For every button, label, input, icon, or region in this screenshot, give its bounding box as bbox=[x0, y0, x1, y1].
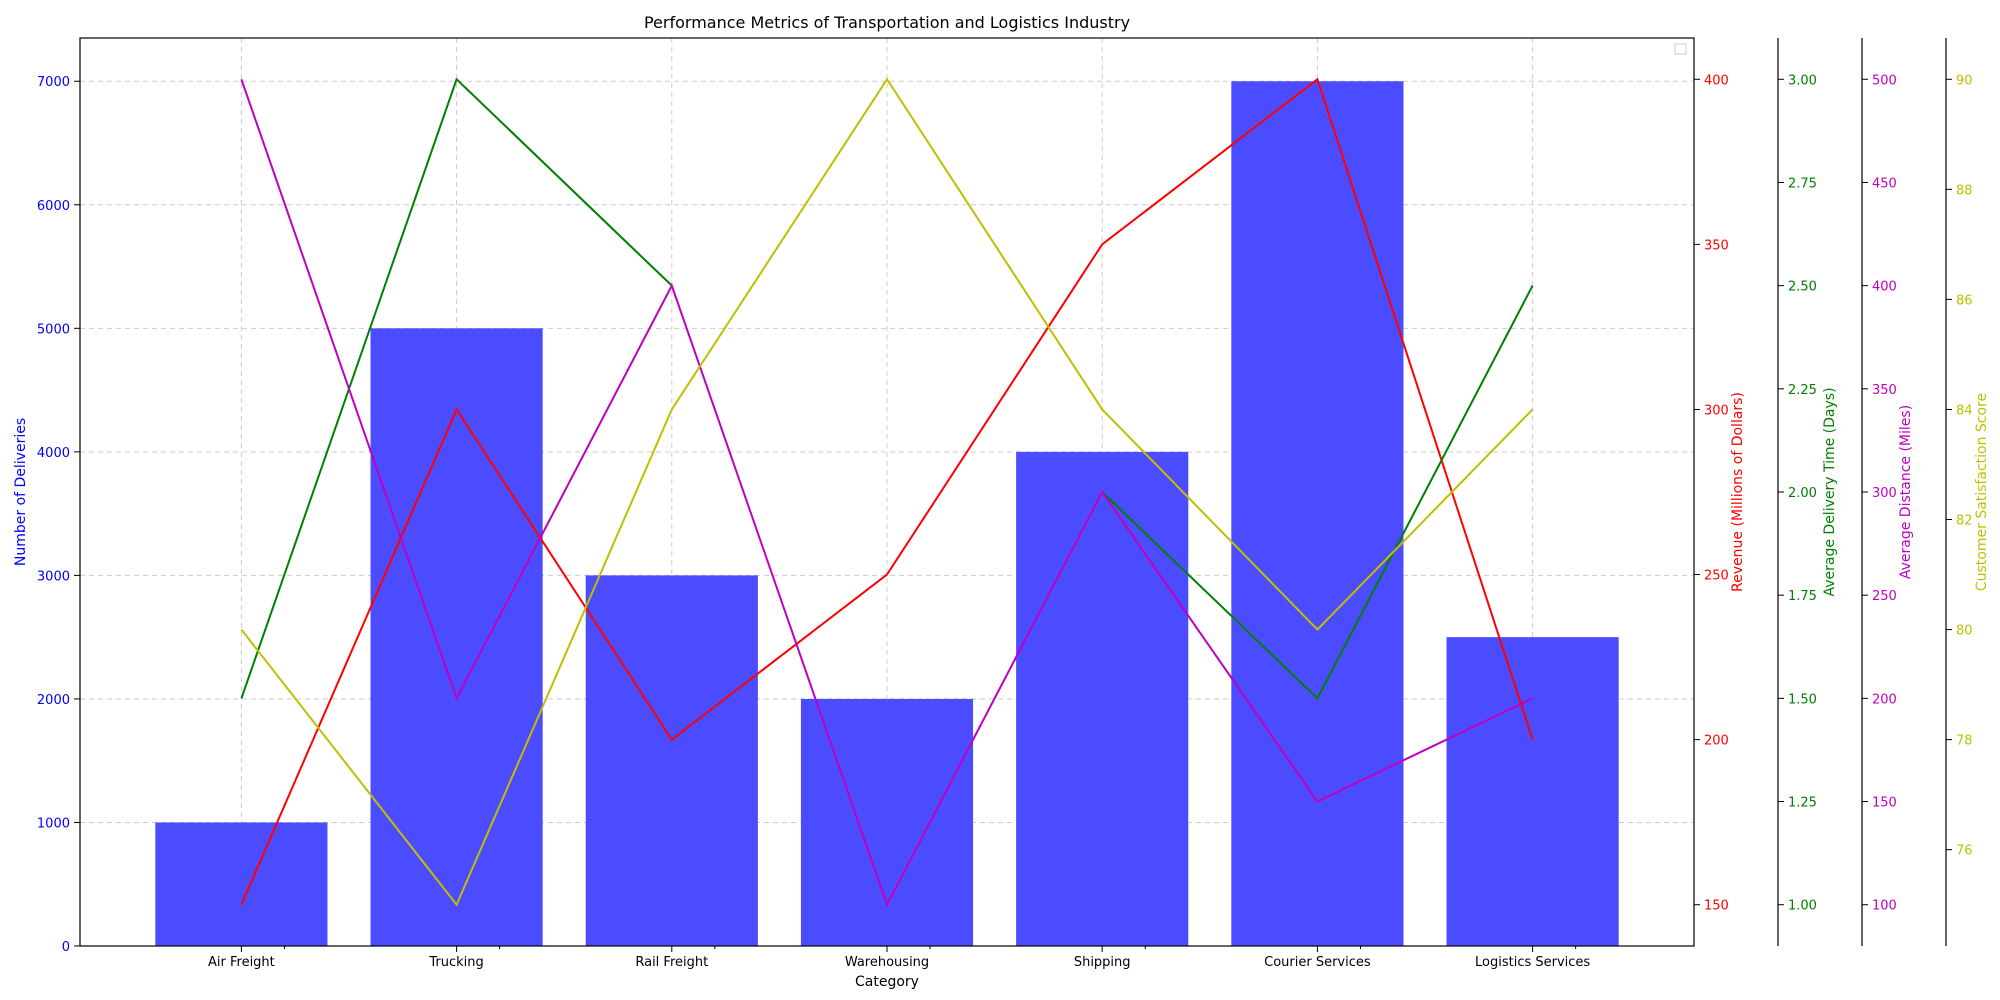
bar bbox=[800, 698, 974, 946]
twin-tick-label: 250 bbox=[1704, 569, 1729, 584]
twin-tick-label: 500 bbox=[1872, 73, 1897, 88]
y-axis-deliveries: 0 1000 2000 3000 4000 5000 6000 7000 bbox=[37, 75, 80, 955]
x-tick-label: Warehousing bbox=[845, 955, 929, 970]
twin-tick-label: 1.50 bbox=[1788, 692, 1817, 707]
bar bbox=[1446, 637, 1619, 946]
twin-tick-label: 82 bbox=[1956, 514, 1973, 529]
twin-tick-label: 88 bbox=[1956, 183, 1973, 198]
twin-tick-label: 2.00 bbox=[1788, 486, 1817, 501]
twin-tick-label: 300 bbox=[1872, 486, 1897, 501]
twin-axis-label: Revenue (Millions of Dollars) bbox=[1730, 392, 1746, 592]
x-tick-label: Trucking bbox=[428, 955, 483, 970]
y-axis-label: Number of Deliveries bbox=[13, 418, 29, 566]
twin-axis-label: Average Distance (Miles) bbox=[1898, 405, 1914, 579]
bar bbox=[585, 575, 758, 946]
twin-axis-label: Customer Satisfaction Score bbox=[1974, 393, 1990, 591]
y-tick-label: 2000 bbox=[37, 693, 70, 708]
twin-tick-label: 80 bbox=[1956, 624, 1973, 639]
series-line bbox=[240, 77, 1534, 906]
twin-tick-label: 300 bbox=[1704, 403, 1729, 418]
x-tick-label: Courier Services bbox=[1264, 955, 1371, 970]
x-axis-label: Category bbox=[855, 974, 919, 990]
twin-tick-label: 1.25 bbox=[1788, 796, 1817, 811]
y-tick-label: 3000 bbox=[37, 569, 70, 584]
twin-tick-label: 2.50 bbox=[1788, 280, 1817, 295]
twin-tick-label: 400 bbox=[1872, 280, 1897, 295]
twin-tick-label: 78 bbox=[1956, 734, 1973, 749]
bar bbox=[1231, 81, 1404, 946]
y-tick-label: 1000 bbox=[37, 816, 70, 831]
twin-tick-label: 100 bbox=[1872, 899, 1897, 914]
twin-tick-label: 76 bbox=[1956, 844, 1973, 859]
bar bbox=[370, 328, 543, 946]
twin-tick-label: 350 bbox=[1872, 383, 1897, 398]
twin-tick-label: 90 bbox=[1956, 73, 1973, 88]
twin-axes: 150 200 250 300 350 400 Revenue (Millions of D… bbox=[1694, 38, 1990, 946]
twin-axis-label: Average Delivery Time (Days) bbox=[1822, 387, 1838, 596]
x-tick-label: Air Freight bbox=[208, 955, 275, 970]
x-axis: Air Freight Trucking Rail Freight Warehousi… bbox=[208, 946, 1590, 970]
bar-series bbox=[155, 81, 1619, 946]
x-tick-label: Rail Freight bbox=[635, 955, 708, 970]
twin-tick-label: 1.00 bbox=[1788, 899, 1817, 914]
y-tick-label: 6000 bbox=[37, 199, 70, 214]
bar bbox=[1016, 451, 1189, 946]
bar bbox=[155, 822, 328, 946]
twin-tick-label: 84 bbox=[1956, 403, 1973, 418]
twin-tick-label: 2.75 bbox=[1788, 176, 1817, 191]
line-series-group bbox=[240, 77, 1534, 908]
twin-tick-label: 150 bbox=[1704, 899, 1729, 914]
twin-tick-label: 2.25 bbox=[1788, 383, 1817, 398]
y-tick-label: 5000 bbox=[37, 322, 70, 337]
twin-tick-label: 450 bbox=[1872, 176, 1897, 191]
twin-tick-label: 86 bbox=[1956, 293, 1973, 308]
y-tick-label: 7000 bbox=[37, 75, 70, 90]
series-line bbox=[240, 78, 1534, 908]
twin-tick-label: 400 bbox=[1704, 73, 1729, 88]
series-line bbox=[240, 77, 1534, 907]
twin-tick-label: 250 bbox=[1872, 589, 1897, 604]
twin-tick-label: 1.75 bbox=[1788, 589, 1817, 604]
twin-tick-label: 200 bbox=[1872, 692, 1897, 707]
x-tick-label: Logistics Services bbox=[1475, 955, 1590, 970]
y-tick-label: 4000 bbox=[37, 446, 70, 461]
twin-tick-label: 150 bbox=[1872, 796, 1897, 811]
twin-tick-label: 350 bbox=[1704, 238, 1729, 253]
series-line bbox=[1101, 285, 1534, 701]
x-tick-label: Shipping bbox=[1074, 955, 1131, 970]
twin-tick-label: 3.00 bbox=[1788, 73, 1817, 88]
y-tick-label: 0 bbox=[62, 940, 70, 955]
series-line bbox=[240, 77, 673, 699]
legend-box bbox=[1674, 43, 1687, 55]
twin-tick-label: 200 bbox=[1704, 734, 1729, 749]
chart-title: Performance Metrics of Transportation an… bbox=[644, 13, 1130, 32]
